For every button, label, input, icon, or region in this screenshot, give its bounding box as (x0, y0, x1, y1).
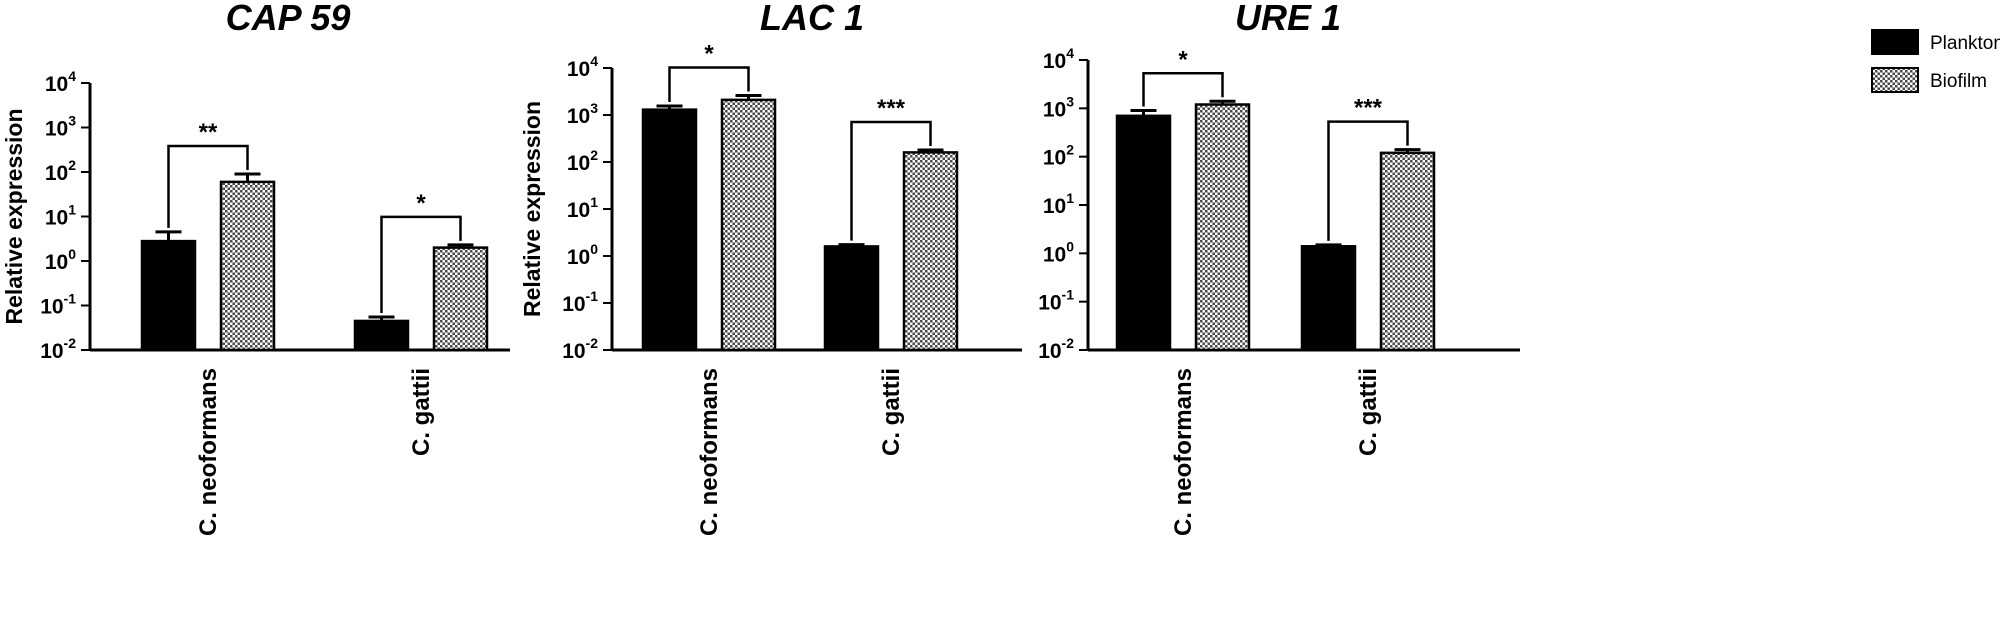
y-tick-label: 103 (45, 113, 76, 141)
significance-bracket (850, 120, 932, 241)
bar-biofilm (1379, 151, 1436, 352)
significance-bracket (668, 66, 750, 103)
y-tick-label: 103 (1043, 93, 1074, 121)
bar-planktonic (641, 108, 698, 352)
y-tick-label: 101 (45, 202, 76, 230)
bar-planktonic (1115, 114, 1172, 352)
significance-label: *** (877, 95, 906, 122)
chart-title: URE 1 (1235, 0, 1341, 38)
chart-panel-2: LAC 1 Relative expression 10-2 10-1 100 101 10… (519, 0, 1022, 536)
y-tick-label: 10-1 (40, 291, 76, 319)
y-tick-label: 102 (45, 157, 76, 185)
y-axis-label: Relative expression (519, 101, 545, 317)
y-tick-label: 104 (567, 53, 598, 81)
y-tick-label: 10-1 (1038, 287, 1074, 315)
category-label: C. neoformans (195, 368, 222, 536)
legend: Planktonic Biofilm (1871, 29, 2000, 93)
chart-title: LAC 1 (760, 0, 864, 38)
bar-biofilm (1194, 103, 1251, 352)
y-tick-label: 104 (45, 68, 76, 96)
significance-label: ** (199, 119, 218, 146)
legend-label-planktonic: Planktonic (1930, 33, 2000, 54)
bar-biofilm (432, 246, 489, 352)
bar-biofilm (720, 98, 777, 352)
y-tick-label: 101 (567, 194, 598, 222)
significance-bracket (380, 215, 462, 314)
legend-swatch-planktonic (1871, 29, 1919, 55)
y-tick-label: 100 (567, 241, 598, 269)
significance-bracket (167, 144, 249, 228)
bar-planktonic (353, 319, 410, 352)
y-tick-label: 10-2 (562, 335, 598, 363)
y-tick-label: 10-2 (40, 335, 76, 363)
legend-label-biofilm: Biofilm (1930, 71, 1987, 92)
category-label: C. gattii (408, 368, 435, 456)
y-tick-label: 103 (567, 100, 598, 128)
bar-planktonic (1300, 245, 1357, 352)
significance-label: *** (1354, 95, 1383, 122)
y-tick-label: 102 (1043, 142, 1074, 170)
significance-bracket (1142, 72, 1224, 107)
significance-bracket (1327, 120, 1409, 241)
significance-label: * (704, 40, 714, 67)
y-tick-label: 102 (567, 147, 598, 175)
chart-panel-3: URE 1 10-2 10-1 100 101 102 103 104 * C. neoforma… (1038, 0, 2000, 536)
category-label: C. gattii (1355, 368, 1382, 456)
bar-biofilm (219, 180, 276, 352)
y-axis-label: Relative expression (1, 108, 27, 324)
y-tick-label: 100 (45, 246, 76, 274)
bar-biofilm (902, 151, 959, 352)
bar-planktonic (140, 239, 197, 352)
significance-label: * (1178, 46, 1188, 73)
y-tick-label: 10-2 (1038, 335, 1074, 363)
y-tick-label: 100 (1043, 238, 1074, 266)
bar-planktonic (823, 245, 880, 352)
category-label: C. neoformans (1170, 368, 1197, 536)
category-label: C. gattii (878, 368, 905, 456)
legend-swatch-biofilm (1871, 67, 1919, 93)
y-tick-label: 10-1 (562, 288, 598, 316)
significance-label: * (416, 190, 426, 217)
chart-title: CAP 59 (226, 0, 351, 38)
category-label: C. neoformans (696, 368, 723, 536)
chart-panel-1: CAP 59 Relative expression 10-2 10-1 100 101 1… (1, 0, 510, 536)
y-tick-label: 101 (1043, 190, 1074, 218)
y-tick-label: 104 (1043, 45, 1074, 73)
